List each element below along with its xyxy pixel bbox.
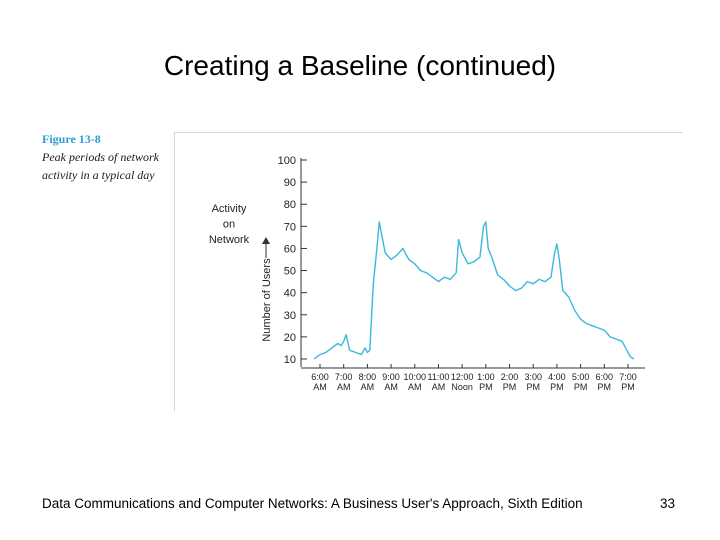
x-tick-label: 7:00 <box>335 372 353 382</box>
x-tick-label: 7:00 <box>619 372 637 382</box>
x-tick-label: 9:00 <box>382 372 400 382</box>
x-tick-sublabel: PM <box>621 382 635 392</box>
y-tick-label: 70 <box>284 221 296 233</box>
x-tick-label: 3:00 <box>524 372 542 382</box>
x-tick-sublabel: PM <box>479 382 493 392</box>
x-tick-sublabel: AM <box>384 382 398 392</box>
page-number: 33 <box>660 496 676 511</box>
y-tick-label: 30 <box>284 310 296 322</box>
x-tick-sublabel: PM <box>526 382 540 392</box>
x-tick-label: 10:00 <box>404 372 427 382</box>
figure-label: Figure 13-8 <box>42 132 101 146</box>
x-tick-sublabel: Noon <box>451 382 473 392</box>
y-tick-label: 90 <box>284 177 296 189</box>
x-tick-sublabel: PM <box>598 382 612 392</box>
annotation-arrow-head <box>262 237 270 244</box>
x-tick-sublabel: AM <box>313 382 327 392</box>
x-tick-label: 6:00 <box>311 372 329 382</box>
y-tick-label: 60 <box>284 243 296 255</box>
y-tick-label: 10 <box>284 354 296 366</box>
y-tick-label: 80 <box>284 199 296 211</box>
annotation-text: Network <box>209 234 250 246</box>
x-tick-label: 2:00 <box>501 372 519 382</box>
slide-footer: Data Communications and Computer Network… <box>42 496 583 511</box>
x-tick-sublabel: AM <box>432 382 446 392</box>
activity-series-line <box>313 221 635 360</box>
y-tick-label: 20 <box>284 332 296 344</box>
y-axis-label: Number of Users <box>261 258 273 342</box>
x-tick-sublabel: PM <box>574 382 588 392</box>
x-tick-label: 4:00 <box>548 372 566 382</box>
y-axis: 10 20 30 40 50 60 70 80 90 100 Number of Users <box>261 155 307 367</box>
y-tick-label: 40 <box>284 288 296 300</box>
x-axis: 6:00AM7:00AM8:00AM9:00AM10:00AM11:00AM12… <box>301 364 645 392</box>
x-tick-label: 1:00 <box>477 372 495 382</box>
x-tick-label: 11:00 <box>428 372 450 382</box>
annotation-text: on <box>223 219 235 231</box>
x-tick-sublabel: AM <box>337 382 351 392</box>
chart-frame <box>174 132 683 411</box>
series-group <box>313 221 635 360</box>
x-tick-label: 8:00 <box>359 372 377 382</box>
x-tick-sublabel: PM <box>503 382 517 392</box>
annotation-group: Activity on Network <box>209 203 270 258</box>
annotation-text: Activity <box>212 203 247 215</box>
x-tick-label: 5:00 <box>572 372 590 382</box>
figure-caption: Figure 13-8 Peak periods of network acti… <box>42 130 162 184</box>
y-tick-label: 50 <box>284 266 296 278</box>
x-tick-sublabel: AM <box>408 382 422 392</box>
x-tick-sublabel: AM <box>361 382 375 392</box>
slide-title: Creating a Baseline (continued) <box>163 50 557 81</box>
figure-description: Peak periods of network activity in a ty… <box>42 150 159 182</box>
x-tick-label: 12:00 <box>451 372 474 382</box>
x-tick-sublabel: PM <box>550 382 564 392</box>
x-tick-label: 6:00 <box>596 372 614 382</box>
y-tick-label: 100 <box>278 155 296 167</box>
